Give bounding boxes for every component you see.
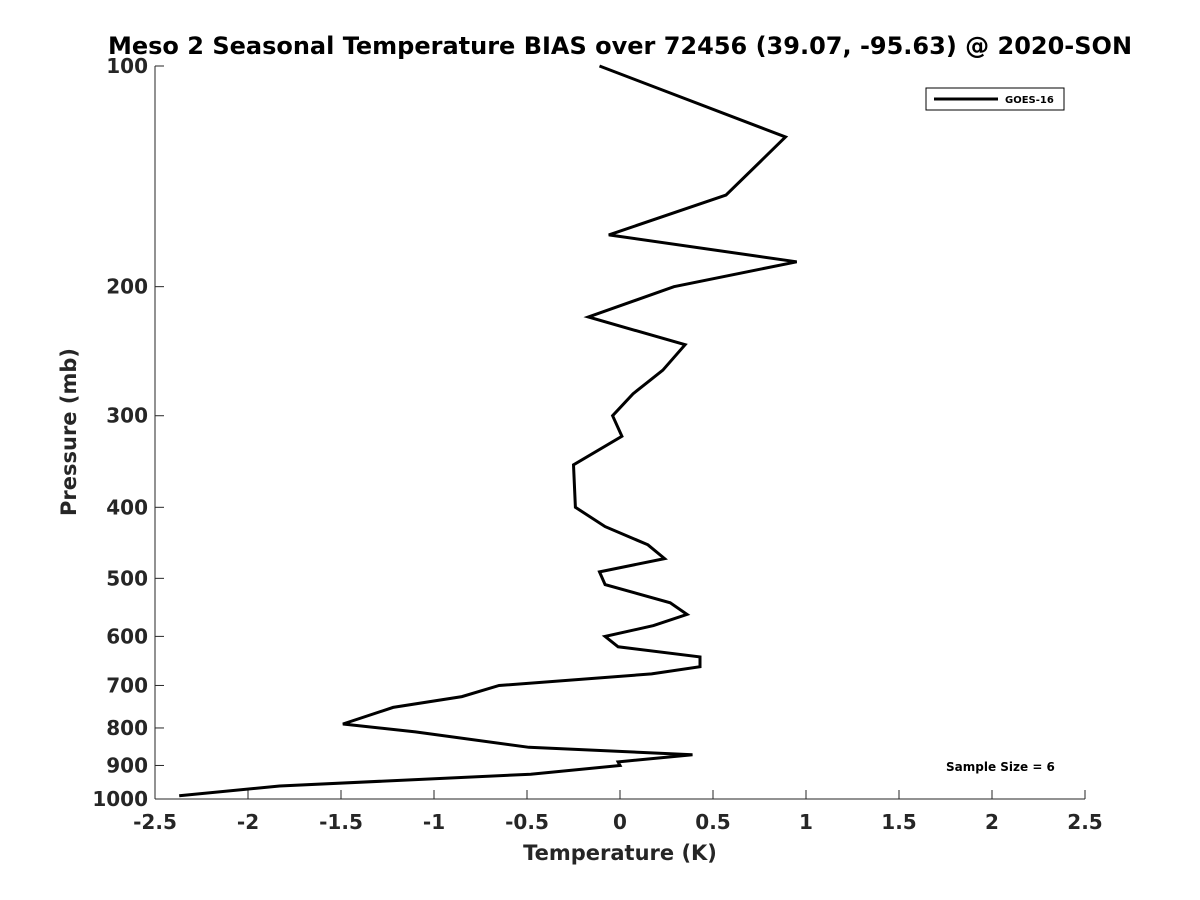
x-tick-label: 1.5 [881, 810, 916, 834]
y-tick-label: 800 [106, 716, 148, 740]
x-tick-label: -1.5 [319, 810, 363, 834]
x-tick-label: 1 [799, 810, 813, 834]
x-tick-label: -1 [423, 810, 445, 834]
y-tick-label: 900 [106, 753, 148, 777]
x-tick-label: 0.5 [695, 810, 730, 834]
y-axis-ticks: 100 200 300 400 500 600 700 800 900 1000 [92, 54, 164, 811]
series-line-goes-16 [179, 64, 797, 798]
legend-label-goes16: GOES-16 [1005, 95, 1054, 106]
y-tick-label: 500 [106, 566, 148, 590]
x-tick-label: -0.5 [505, 810, 549, 834]
y-tick-label: 300 [106, 404, 148, 428]
y-tick-label: 200 [106, 275, 148, 299]
x-tick-label: -2.5 [133, 810, 177, 834]
y-axis-label: Pressure (mb) [57, 348, 81, 516]
x-tick-label: 0 [613, 810, 627, 834]
x-tick-label: 2 [985, 810, 999, 834]
y-tick-label: 100 [106, 54, 148, 78]
legend: GOES-16 [925, 87, 1065, 111]
x-axis-label: Temperature (K) [523, 841, 717, 865]
x-axis-ticks: -2.5 -2 -1.5 -1 -0.5 0 0.5 1 1.5 2 2.5 [133, 790, 1103, 834]
series-layer [179, 64, 797, 798]
x-tick-label: 2.5 [1067, 810, 1102, 834]
y-tick-label: 600 [106, 624, 148, 648]
x-tick-label: -2 [237, 810, 259, 834]
y-tick-label: 1000 [92, 787, 148, 811]
y-tick-label: 400 [106, 495, 148, 519]
sample-size-annotation: Sample Size = 6 [946, 760, 1055, 774]
y-tick-label: 700 [106, 673, 148, 697]
chart-title: Meso 2 Seasonal Temperature BIAS over 72… [108, 32, 1132, 60]
